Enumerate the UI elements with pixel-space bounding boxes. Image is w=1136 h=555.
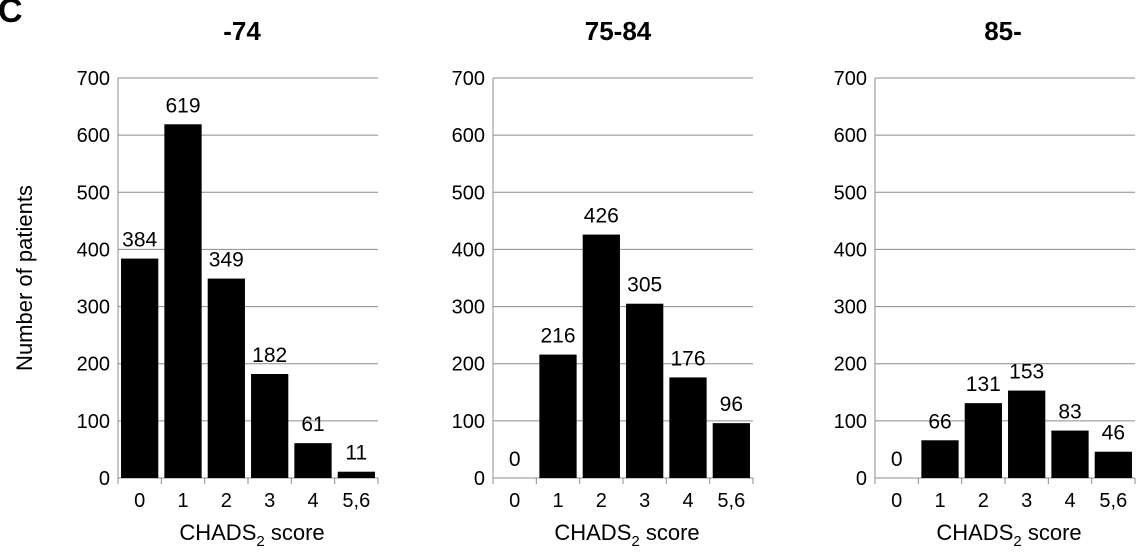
bar xyxy=(207,278,245,478)
y-tick-label: 700 xyxy=(834,68,867,90)
data-label: 216 xyxy=(540,325,575,348)
bar xyxy=(669,377,707,478)
data-label: 305 xyxy=(627,274,662,297)
y-tick-label: 500 xyxy=(77,182,110,204)
y-tick-label: 300 xyxy=(77,297,110,319)
x-tick-label: 0 xyxy=(509,490,520,512)
chart-title: 85- xyxy=(984,16,1022,46)
data-label: 384 xyxy=(122,229,157,252)
y-tick-label: 700 xyxy=(452,68,485,90)
data-label: 153 xyxy=(1009,361,1044,384)
x-axis-label: CHADS2 score xyxy=(179,520,324,550)
bar xyxy=(964,403,1002,478)
data-label: 0 xyxy=(509,448,521,471)
data-label: 426 xyxy=(584,205,619,228)
bar xyxy=(712,423,750,478)
bar xyxy=(164,124,202,479)
y-tick-label: 400 xyxy=(452,239,485,261)
bar xyxy=(251,374,289,478)
x-tick-label: 0 xyxy=(891,490,902,512)
data-label: 349 xyxy=(209,249,244,272)
bar xyxy=(921,440,959,478)
y-tick-label: 200 xyxy=(834,354,867,376)
x-tick-label: 3 xyxy=(1021,490,1032,512)
y-tick-label: 500 xyxy=(834,182,867,204)
x-axis-label-suffix: score xyxy=(1022,520,1082,545)
x-axis-label-suffix: score xyxy=(265,520,325,545)
x-tick-label: 2 xyxy=(596,490,607,512)
data-label: 96 xyxy=(720,393,743,416)
data-label: 66 xyxy=(928,410,951,433)
chart-title: 75-84 xyxy=(585,16,652,46)
data-label: 83 xyxy=(1058,401,1081,424)
x-tick-label: 3 xyxy=(264,490,275,512)
panel-letter: C xyxy=(0,0,23,30)
bar xyxy=(1051,430,1089,478)
y-axis-label: Number of patients xyxy=(12,185,37,371)
x-tick-label: 5,6 xyxy=(717,490,745,512)
data-label: 131 xyxy=(966,373,1001,396)
x-tick-label: 1 xyxy=(177,490,188,512)
x-tick-label: 4 xyxy=(682,490,693,512)
chart-panel-3: 85- 0 100 200 300 400 500 600 700 0 0 66 1 131 2 153 3 83… xyxy=(834,16,1136,550)
y-tick-label: 0 xyxy=(856,468,867,490)
x-axis-label-subscript: 2 xyxy=(256,533,264,550)
y-tick-label: 400 xyxy=(834,239,867,261)
bar xyxy=(1008,390,1046,478)
x-axis-label-subscript: 2 xyxy=(631,533,639,550)
x-axis-label-main: CHADS xyxy=(936,520,1013,545)
x-tick-label: 5,6 xyxy=(342,490,370,512)
y-tick-label: 0 xyxy=(474,468,485,490)
x-tick-label: 0 xyxy=(134,490,145,512)
x-axis-label-suffix: score xyxy=(640,520,700,545)
y-tick-label: 300 xyxy=(452,297,485,319)
bar xyxy=(582,234,620,478)
y-tick-label: 200 xyxy=(77,354,110,376)
x-axis-label-main: CHADS xyxy=(554,520,631,545)
data-label: 61 xyxy=(301,413,324,436)
y-tick-label: 600 xyxy=(834,125,867,147)
data-label: 176 xyxy=(670,347,705,370)
bar xyxy=(626,303,664,478)
bar xyxy=(337,471,375,478)
y-tick-label: 100 xyxy=(834,411,867,433)
y-tick-label: 600 xyxy=(452,125,485,147)
chart-title: -74 xyxy=(223,16,261,46)
data-label: 619 xyxy=(165,94,200,117)
x-tick-label: 1 xyxy=(552,490,563,512)
x-axis-label-subscript: 2 xyxy=(1013,533,1021,550)
data-label: 46 xyxy=(1102,422,1125,445)
y-tick-label: 100 xyxy=(452,411,485,433)
y-tick-label: 500 xyxy=(452,182,485,204)
bar xyxy=(294,443,332,478)
bar xyxy=(1094,451,1132,478)
x-tick-label: 1 xyxy=(934,490,945,512)
data-label: 0 xyxy=(891,448,903,471)
y-tick-label: 700 xyxy=(77,68,110,90)
y-tick-label: 300 xyxy=(834,297,867,319)
y-tick-label: 600 xyxy=(77,125,110,147)
y-tick-label: 100 xyxy=(77,411,110,433)
x-axis-label: CHADS2 score xyxy=(936,520,1081,550)
bar xyxy=(121,258,159,478)
chart-panel-2: 75-84 0 100 200 300 400 500 600 700 0 0 216 1 426 2 305… xyxy=(452,16,754,550)
y-tick-label: 0 xyxy=(99,468,110,490)
bar xyxy=(539,354,577,478)
y-tick-label: 200 xyxy=(452,354,485,376)
x-tick-label: 2 xyxy=(978,490,989,512)
x-tick-label: 2 xyxy=(221,490,232,512)
chart-panel-1: -74 0 100 200 300 400 500 600 700 384 0 619 1 349 2 182… xyxy=(77,16,379,550)
data-label: 182 xyxy=(252,344,287,367)
x-axis-label-main: CHADS xyxy=(179,520,256,545)
x-axis-label: CHADS2 score xyxy=(554,520,699,550)
x-tick-label: 5,6 xyxy=(1099,490,1127,512)
data-label: 11 xyxy=(345,442,367,465)
y-tick-label: 400 xyxy=(77,239,110,261)
x-tick-label: 4 xyxy=(307,490,318,512)
x-tick-label: 3 xyxy=(639,490,650,512)
x-tick-label: 4 xyxy=(1064,490,1075,512)
